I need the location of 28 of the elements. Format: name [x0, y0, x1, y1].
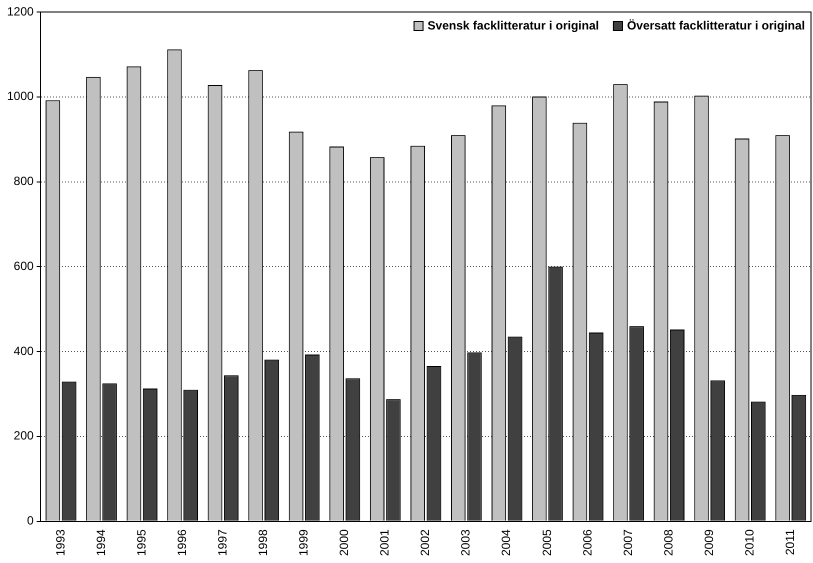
- x-tick-label: 2011: [783, 528, 798, 556]
- x-tick-label: 2001: [378, 528, 392, 556]
- x-tick-label: 2004: [499, 528, 514, 556]
- x-tick-label: 1999: [296, 528, 311, 556]
- x-tick-label: 2005: [540, 528, 554, 556]
- x-tick-label: 2010: [742, 528, 756, 556]
- y-tick-label: 600: [14, 258, 34, 273]
- x-tick-label: 2000: [337, 528, 352, 556]
- x-tick-label: 2002: [418, 528, 432, 556]
- y-tick-label: 200: [14, 428, 34, 443]
- x-tick-label: 1996: [174, 528, 189, 556]
- y-tick-label: 800: [14, 174, 34, 188]
- x-tick-label: 2006: [580, 528, 594, 556]
- x-tick-label: 2008: [661, 528, 676, 556]
- legend-label: Svensk facklitteratur i original: [428, 18, 599, 32]
- x-tick-label: 1997: [215, 528, 230, 556]
- legend-label: Översatt facklitteratur i original: [626, 18, 806, 32]
- x-tick-label: 1995: [134, 528, 148, 556]
- y-tick-label: 1000: [6, 89, 34, 104]
- x-tick-label: 1993: [53, 528, 68, 556]
- x-tick-label: 2007: [620, 528, 635, 556]
- y-tick-label: 0: [27, 514, 34, 528]
- x-tick-label: 2003: [458, 528, 473, 556]
- y-tick-label: 400: [14, 344, 34, 358]
- x-tick-label: 1998: [256, 528, 270, 556]
- x-tick-label: 1994: [94, 528, 108, 556]
- y-tick-label: 1200: [6, 4, 34, 18]
- x-tick-label: 2009: [702, 528, 716, 556]
